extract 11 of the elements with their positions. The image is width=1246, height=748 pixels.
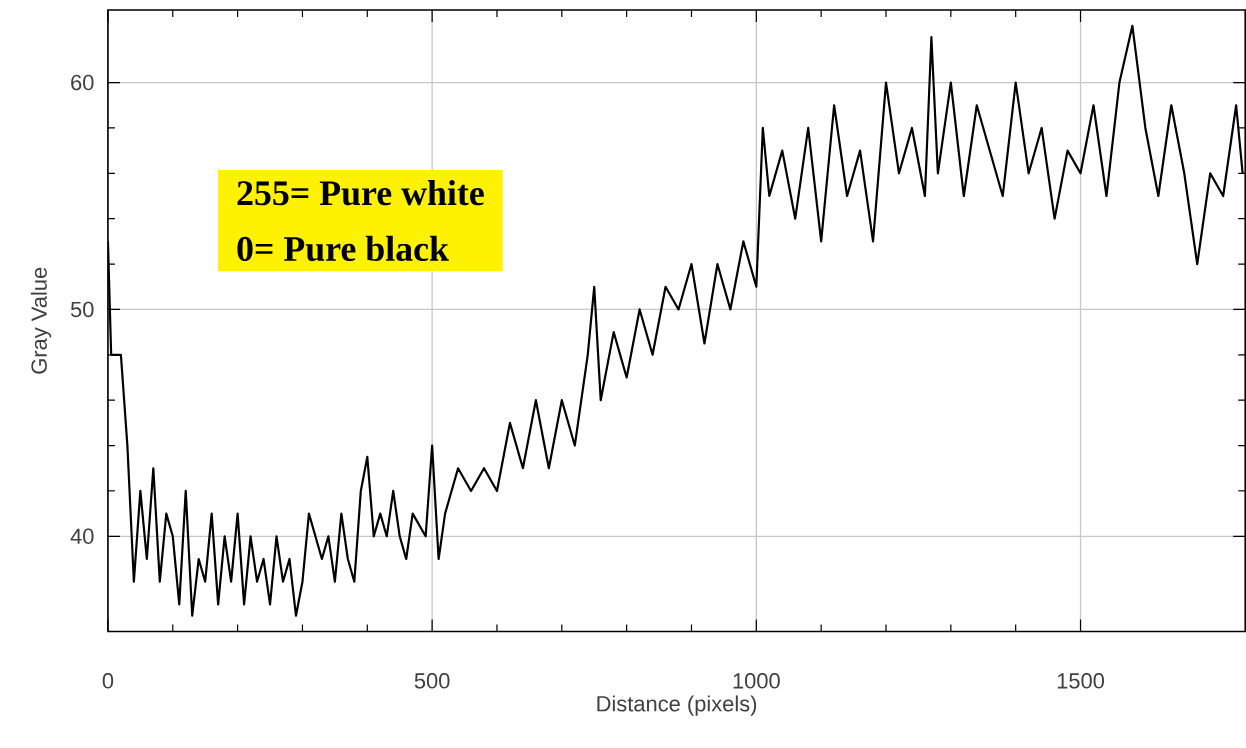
y-tick-label: 60 [71,75,94,91]
x-tick-label: 1500 [1057,673,1105,689]
y-axis-title: Gray Value [30,268,52,374]
annotation: 0= Pure black [237,236,449,262]
x-tick-label: 1000 [733,673,780,689]
y-tick-label: 50 [70,301,94,318]
x-tick-label: 500 [414,673,450,689]
annotation: 255= Pure white [237,180,484,206]
y-tick-label: 40 [70,528,94,545]
x-tick-label: 0 [102,673,114,689]
x-axis-title: Distance (pixels) [597,695,757,717]
